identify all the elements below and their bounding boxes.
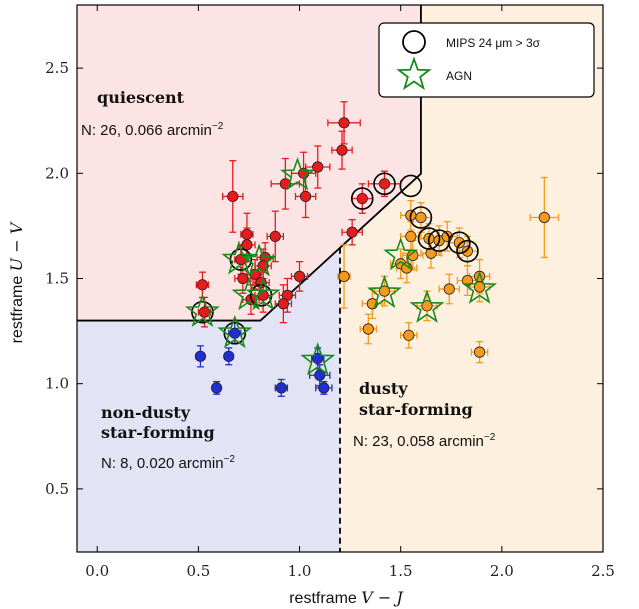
agn-star	[280, 157, 315, 191]
mips-circle	[448, 231, 471, 255]
dusty-point	[473, 281, 486, 293]
dusty-point	[538, 211, 550, 224]
dusty-point	[415, 211, 427, 224]
x-tick-label: 2.0	[490, 562, 514, 580]
nondusty-point	[194, 350, 207, 362]
mips-circle	[223, 321, 247, 345]
quiescent-point	[241, 228, 253, 240]
agn-star	[300, 342, 336, 376]
agn-star	[241, 243, 277, 277]
dusty-point	[338, 270, 350, 282]
legend-agn-marker	[396, 56, 432, 91]
mips-circle	[350, 187, 374, 210]
x-tick-label: 0.0	[85, 562, 109, 580]
agn-star	[221, 241, 257, 275]
mips-circle	[456, 239, 479, 263]
mips-circle	[191, 300, 214, 324]
dusty-point	[473, 346, 486, 358]
y-axis-label: restframe U − V	[7, 221, 26, 343]
mips-circle	[409, 206, 433, 229]
x-tick-label: 0.5	[186, 562, 210, 580]
x-tick-label: 2.5	[591, 562, 615, 580]
quiescent-point	[196, 279, 209, 291]
agn-star	[367, 274, 402, 309]
mips-circle	[417, 227, 441, 250]
quiescent-point	[293, 270, 306, 282]
quiescent-point	[336, 144, 348, 156]
dusty-point	[421, 300, 433, 312]
quiescent-point	[227, 190, 239, 203]
legend-agn-label: AGN	[446, 69, 472, 83]
y-tick-label: 2.0	[45, 164, 69, 182]
nondusty-point	[318, 382, 330, 394]
nondusty-point	[312, 352, 324, 365]
agn-star	[184, 293, 220, 328]
nondusty-point	[229, 327, 241, 339]
mips-circle	[399, 174, 423, 198]
dusty-stats: N: 23, 0.058 arcmin−2	[353, 432, 496, 450]
y-axis-ticks: 0.5 1.0 1.5 2.0 2.5	[45, 59, 603, 498]
nondusty-point	[275, 382, 287, 394]
quiescent-point	[198, 306, 211, 318]
agn-star	[231, 276, 267, 311]
nondusty-region	[77, 247, 340, 552]
quiescent-point	[346, 226, 358, 238]
y-tick-label: 0.5	[45, 480, 69, 498]
legend-mips-label: MIPS 24 μm > 3σ	[446, 36, 541, 50]
agn-star	[245, 276, 281, 311]
legend-box	[378, 22, 595, 98]
legend-mips-marker	[402, 30, 426, 54]
mips-circle	[373, 172, 396, 196]
dusty-point	[403, 329, 415, 341]
nondusty-point	[223, 350, 235, 362]
dusty-point	[405, 230, 417, 243]
nondusty-point	[210, 382, 223, 394]
dusty-point	[443, 283, 455, 295]
quiescent-point	[269, 230, 281, 243]
x-tick-label: 1.5	[389, 562, 413, 580]
nondusty-title-1: non-dusty	[101, 403, 191, 422]
y-tick-label: 1.5	[45, 270, 69, 288]
quiescent-point	[378, 178, 391, 190]
agn-star	[409, 289, 445, 323]
x-tick-label: 1.0	[288, 562, 312, 580]
dusty-point	[362, 323, 374, 335]
legend: MIPS 24 μm > 3σ AGN	[378, 22, 595, 98]
dusty-title-1: dusty	[359, 379, 408, 398]
agn-markers	[184, 157, 498, 376]
y-tick-label: 2.5	[45, 59, 69, 77]
nondusty-point	[314, 369, 326, 381]
nondusty-title-2: star-forming	[101, 423, 215, 442]
quiescent-point	[300, 190, 312, 203]
dusty-point	[461, 245, 474, 257]
quiescent-point	[237, 272, 249, 285]
agn-star	[383, 236, 419, 271]
quiescent-title: quiescent	[97, 88, 185, 107]
nondusty-stats: N: 8, 0.020 arcmin−2	[101, 454, 235, 472]
quiescent-stats: N: 26, 0.066 arcmin−2	[81, 121, 224, 139]
quiescent-point	[241, 239, 253, 251]
quiescent-region	[77, 5, 421, 321]
y-tick-label: 1.0	[45, 375, 69, 393]
agn-star	[217, 314, 253, 349]
quiescent-point	[338, 117, 350, 129]
quiescent-point	[277, 298, 289, 310]
quiescent-point	[312, 161, 324, 173]
agn-star	[462, 270, 498, 304]
dusty-title-2: star-forming	[359, 400, 473, 419]
x-axis-label: restframe V − J	[289, 588, 404, 607]
x-axis-ticks: 0.0 0.5 1.0 1.5 2.0 2.5	[85, 5, 615, 580]
region-backgrounds	[77, 5, 603, 552]
dusty-point	[453, 237, 465, 249]
dusty-point	[378, 285, 391, 297]
quiescent-point	[356, 192, 368, 205]
